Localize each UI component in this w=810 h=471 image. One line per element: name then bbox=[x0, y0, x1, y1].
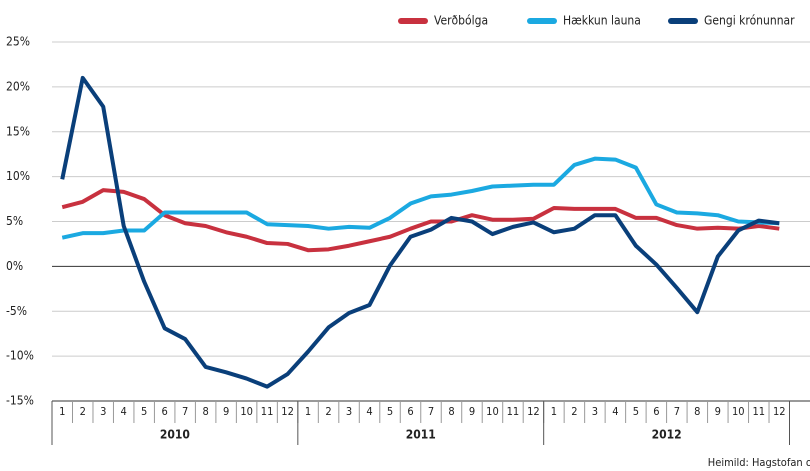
x-tick-label: 7 bbox=[428, 405, 434, 418]
x-tick-label: 1 bbox=[59, 405, 65, 418]
legend-swatch bbox=[527, 18, 557, 24]
x-tick-label: 3 bbox=[100, 405, 106, 418]
source-note: Heimild: Hagstofan og Seðlabankinn bbox=[708, 456, 810, 469]
year-label: 2011 bbox=[406, 428, 436, 442]
x-tick-label: 8 bbox=[694, 405, 700, 418]
x-tick-label: 4 bbox=[121, 405, 127, 418]
x-tick-label: 12 bbox=[773, 405, 786, 418]
x-tick-label: 12 bbox=[527, 405, 540, 418]
x-tick-label: 5 bbox=[141, 405, 147, 418]
y-tick-label: -10% bbox=[6, 349, 34, 363]
x-tick-label: 9 bbox=[715, 405, 721, 418]
x-tick-label: 8 bbox=[203, 405, 209, 418]
x-tick-label: 10 bbox=[732, 405, 745, 418]
legend-label: Gengi krónunnar bbox=[704, 14, 795, 28]
x-tick-label: 11 bbox=[752, 405, 765, 418]
y-tick-label: -15% bbox=[6, 394, 34, 408]
x-tick-label: 2 bbox=[80, 405, 86, 418]
x-tick-label: 7 bbox=[674, 405, 680, 418]
x-tick-label: 12 bbox=[281, 405, 294, 418]
x-tick-label: 9 bbox=[469, 405, 475, 418]
legend-label: Hækkun launa bbox=[563, 14, 641, 28]
x-tick-label: 9 bbox=[223, 405, 229, 418]
series-line bbox=[61, 188, 780, 253]
x-tick-label: 6 bbox=[407, 405, 413, 418]
x-tick-label: 11 bbox=[261, 405, 274, 418]
series-line bbox=[61, 156, 780, 240]
x-tick-label: 8 bbox=[448, 405, 454, 418]
legend-swatch bbox=[398, 18, 428, 24]
x-tick-label: 1 bbox=[551, 405, 557, 418]
x-tick-label: 5 bbox=[633, 405, 639, 418]
y-tick-label: 5% bbox=[6, 214, 23, 228]
x-tick-label: 10 bbox=[486, 405, 499, 418]
x-tick-label: 2 bbox=[571, 405, 577, 418]
legend-label: Verðbólga bbox=[434, 14, 488, 28]
y-tick-label: 25% bbox=[6, 35, 30, 49]
y-tick-label: -5% bbox=[6, 304, 27, 318]
x-tick-label: 7 bbox=[182, 405, 188, 418]
x-tick-label: 1 bbox=[305, 405, 311, 418]
x-tick-label: 5 bbox=[387, 405, 393, 418]
y-tick-label: 10% bbox=[6, 169, 30, 183]
legend-swatch bbox=[668, 18, 698, 24]
x-tick-label: 10 bbox=[240, 405, 253, 418]
year-label: 2012 bbox=[652, 428, 682, 442]
y-tick-label: 20% bbox=[6, 79, 30, 93]
series-line bbox=[60, 75, 780, 389]
y-tick-label: 15% bbox=[6, 124, 30, 138]
year-label: 2010 bbox=[160, 428, 190, 442]
x-tick-label: 4 bbox=[366, 405, 372, 418]
x-tick-label: 6 bbox=[653, 405, 659, 418]
x-tick-label: 3 bbox=[592, 405, 598, 418]
y-tick-label: 0% bbox=[6, 259, 23, 273]
x-tick-label: 2 bbox=[325, 405, 331, 418]
x-tick-label: 11 bbox=[507, 405, 520, 418]
x-tick-label: 3 bbox=[346, 405, 352, 418]
x-tick-label: 6 bbox=[162, 405, 168, 418]
x-tick-label: 4 bbox=[612, 405, 618, 418]
